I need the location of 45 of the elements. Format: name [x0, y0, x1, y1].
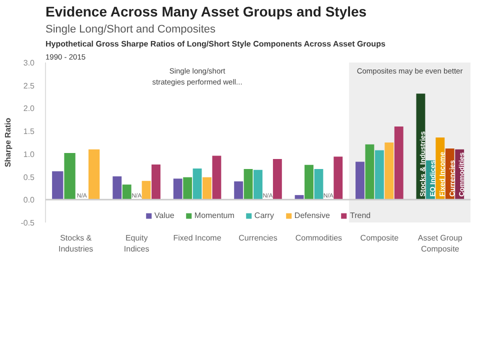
y-tick-label: -0.5: [20, 218, 36, 228]
bar: [152, 164, 160, 200]
bar: [173, 178, 182, 200]
bar: [384, 142, 394, 200]
bar: [112, 176, 122, 200]
bar: [356, 162, 364, 200]
text: Hypothetical Gross Sharpe Ratios of Long/Short Style Components Across Asset Groups: [46, 40, 386, 48]
x-tick-label: Equity Indices: [124, 234, 150, 254]
chart-title: Evidence Across Many Asset Groups and Styles: [46, 4, 367, 20]
y-tick-label: 3.0: [23, 58, 36, 68]
x-tick-label: Currencies: [238, 234, 278, 242]
y-tick-label: 1.5: [23, 127, 36, 136]
y-axis-title: Sharpe Ratio: [4, 118, 13, 168]
y-tick-label: 1.0: [23, 150, 36, 159]
bar: [234, 181, 244, 200]
legend-label: Momentum: [194, 211, 234, 220]
x-tick-label: Fixed Income: [173, 234, 222, 242]
y-tick-label: 0.5: [23, 172, 36, 182]
bar: [374, 150, 384, 200]
bar: [365, 144, 374, 200]
bar: [394, 126, 404, 200]
bar: [334, 156, 343, 200]
x-tick-label: Commodities: [295, 234, 342, 242]
bar: [272, 158, 282, 200]
bar: [212, 156, 222, 200]
legend-label: Carry: [254, 211, 274, 220]
bar: [192, 168, 202, 200]
y-tick-label: 0.0: [23, 196, 36, 205]
bar: [304, 164, 314, 200]
chart-subtitle: Single Long/Short and Composites: [46, 24, 216, 36]
bar: [202, 177, 212, 200]
bar: [314, 169, 324, 200]
bar: [254, 170, 262, 200]
bar: [244, 169, 253, 200]
legend-label: Trend: [350, 211, 371, 220]
y-tick-label: 2.0: [23, 104, 36, 114]
x-tick-label: Asset Group Composite: [418, 234, 463, 254]
x-tick-label: Stocks & Industries: [58, 234, 94, 254]
x-tick-label: Composite: [360, 234, 400, 242]
bar: [142, 180, 151, 200]
y-tick-label: 2.5: [23, 81, 36, 90]
bar: [122, 184, 132, 200]
bar: [183, 177, 192, 200]
legend-label: Defensive: [294, 211, 330, 220]
legend-label: Value: [154, 211, 174, 220]
